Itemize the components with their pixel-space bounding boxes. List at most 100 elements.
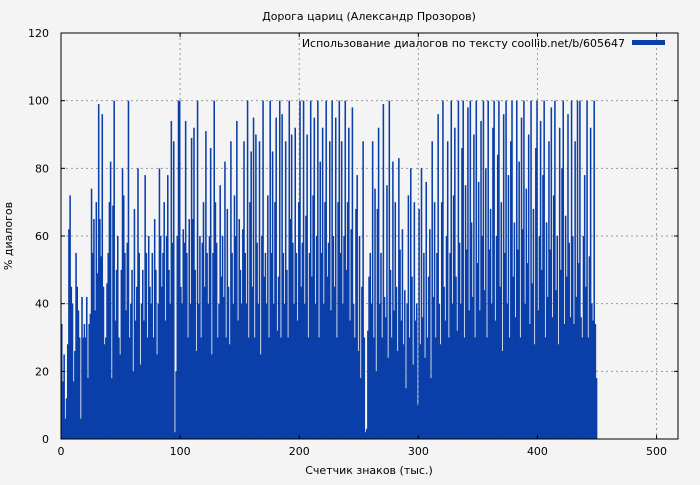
y-axis-label: % диалогов bbox=[2, 202, 15, 270]
bar bbox=[435, 337, 437, 439]
bar bbox=[302, 100, 305, 440]
bar bbox=[145, 252, 148, 439]
bar bbox=[336, 337, 338, 439]
bar bbox=[414, 320, 417, 439]
bar bbox=[221, 236, 224, 439]
bar bbox=[548, 141, 550, 439]
bar bbox=[392, 161, 394, 439]
bar bbox=[309, 100, 312, 440]
bar bbox=[413, 202, 416, 439]
bar bbox=[186, 252, 188, 439]
bar bbox=[176, 236, 179, 439]
bar bbox=[338, 100, 341, 440]
bar bbox=[125, 310, 127, 439]
bar bbox=[157, 303, 160, 439]
bar bbox=[224, 161, 226, 439]
bar bbox=[381, 337, 383, 439]
bar bbox=[524, 303, 526, 439]
bar bbox=[119, 354, 121, 439]
bar bbox=[296, 320, 299, 439]
bar bbox=[418, 208, 420, 439]
bar bbox=[133, 208, 136, 439]
bar bbox=[99, 219, 101, 439]
bar bbox=[194, 269, 196, 439]
bar bbox=[100, 256, 102, 439]
legend-label: Использование диалогов по тексту coollib… bbox=[302, 37, 625, 50]
legend-swatch bbox=[632, 40, 665, 45]
bar bbox=[240, 303, 243, 439]
bar bbox=[183, 242, 186, 439]
bar bbox=[264, 252, 267, 439]
bar bbox=[455, 276, 457, 439]
x-tick-label: 0 bbox=[58, 445, 65, 458]
bar bbox=[465, 249, 468, 439]
bar bbox=[488, 249, 491, 439]
bar bbox=[354, 337, 356, 439]
bar bbox=[417, 405, 419, 439]
bar bbox=[208, 236, 211, 439]
bar bbox=[180, 286, 182, 439]
bar bbox=[373, 337, 375, 439]
bar bbox=[102, 286, 105, 439]
bar bbox=[318, 337, 320, 439]
bar bbox=[245, 303, 248, 439]
bar bbox=[577, 263, 580, 439]
bar bbox=[406, 303, 408, 439]
bar bbox=[308, 252, 311, 439]
bar bbox=[144, 175, 146, 439]
bar bbox=[289, 219, 292, 439]
bar bbox=[203, 286, 206, 439]
bar bbox=[178, 100, 181, 440]
bar bbox=[424, 357, 426, 439]
bar bbox=[213, 100, 215, 440]
bar bbox=[574, 141, 576, 439]
bar bbox=[326, 276, 329, 439]
bar bbox=[63, 354, 65, 439]
bar bbox=[281, 114, 283, 439]
bar bbox=[258, 141, 261, 439]
bar bbox=[181, 303, 183, 439]
bar bbox=[96, 273, 99, 439]
bar bbox=[507, 175, 510, 439]
bar bbox=[556, 236, 559, 439]
bar bbox=[155, 269, 157, 439]
bar bbox=[579, 100, 581, 440]
bar bbox=[214, 202, 217, 439]
bar bbox=[128, 337, 131, 439]
bar bbox=[371, 141, 374, 439]
bar bbox=[288, 100, 291, 440]
bar bbox=[404, 290, 406, 439]
bar bbox=[359, 378, 362, 439]
bar bbox=[573, 323, 575, 439]
bar bbox=[169, 303, 171, 439]
bar bbox=[468, 310, 470, 439]
bar bbox=[543, 100, 545, 440]
bar bbox=[171, 242, 174, 439]
bar bbox=[121, 168, 124, 439]
bar bbox=[458, 242, 461, 439]
bar bbox=[523, 100, 525, 440]
bar bbox=[544, 337, 547, 439]
bar bbox=[475, 100, 478, 440]
bar bbox=[217, 337, 219, 439]
bar bbox=[375, 371, 377, 439]
bar bbox=[147, 236, 150, 439]
bar bbox=[139, 364, 142, 439]
bar bbox=[233, 195, 236, 439]
bar bbox=[236, 120, 238, 439]
bar bbox=[321, 127, 324, 439]
bar bbox=[508, 337, 511, 439]
bar bbox=[383, 296, 386, 439]
bar bbox=[423, 252, 425, 439]
bar bbox=[377, 127, 380, 439]
bar bbox=[226, 208, 229, 439]
bar bbox=[158, 168, 161, 439]
bar bbox=[554, 100, 556, 440]
bar bbox=[320, 252, 323, 439]
bar bbox=[113, 100, 115, 440]
bar bbox=[163, 202, 165, 439]
bar bbox=[106, 283, 108, 439]
bar bbox=[481, 236, 484, 439]
bar bbox=[451, 303, 454, 439]
bar bbox=[295, 252, 298, 439]
